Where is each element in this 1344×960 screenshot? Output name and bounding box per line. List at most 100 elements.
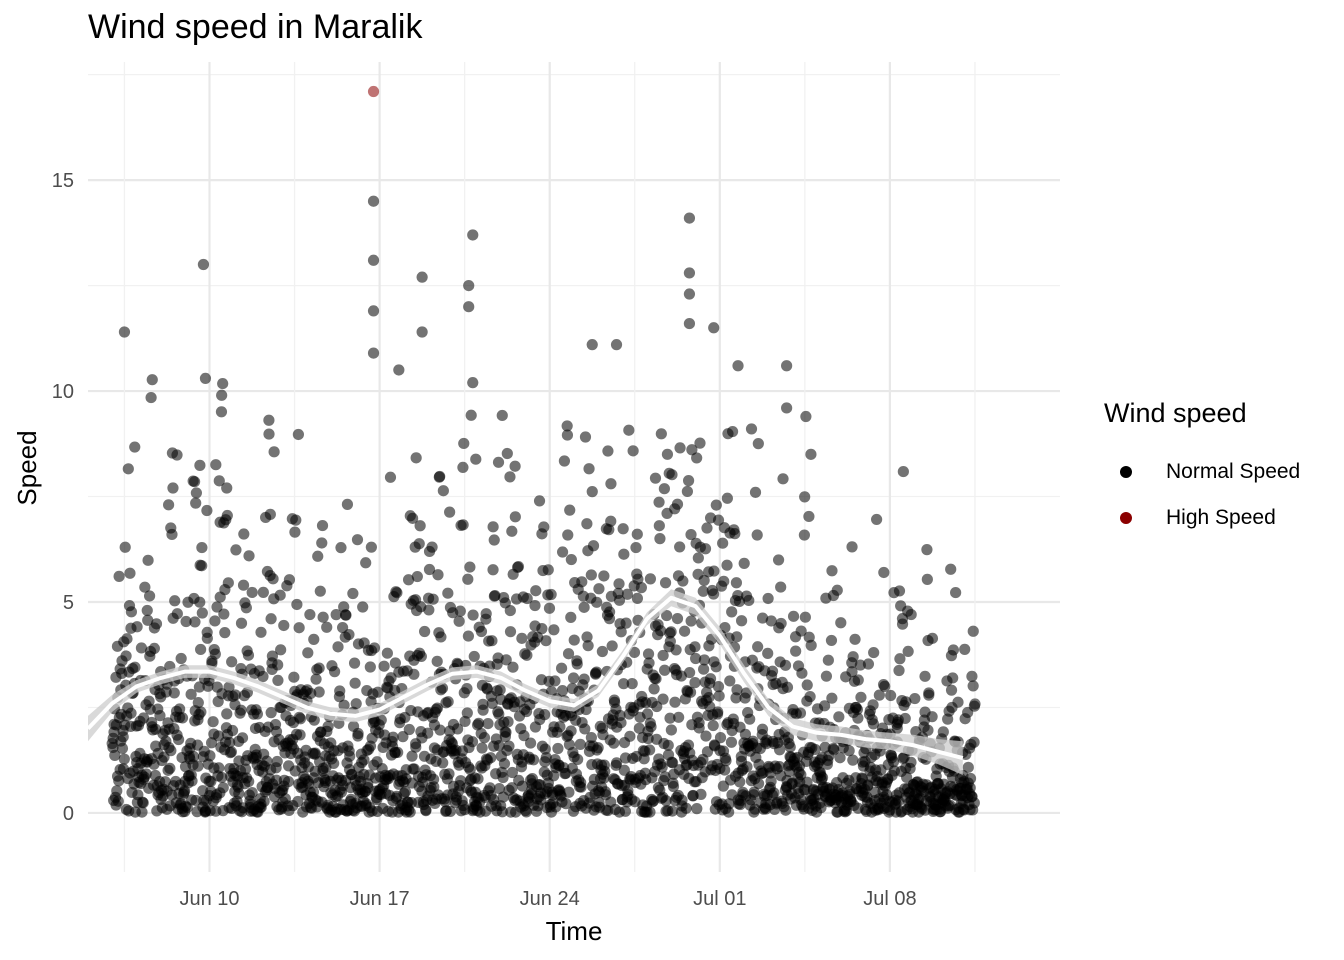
data-point	[189, 616, 201, 628]
trend-line-layer	[86, 589, 964, 775]
data-point	[233, 787, 245, 800]
data-point	[139, 581, 151, 593]
data-point	[964, 782, 976, 794]
data-point	[465, 409, 477, 421]
data-point	[562, 529, 574, 541]
data-point	[576, 576, 588, 588]
data-point	[581, 518, 593, 530]
data-point	[235, 617, 248, 629]
data-point	[642, 732, 654, 745]
data-point	[701, 522, 713, 534]
data-point	[392, 746, 404, 759]
data-point	[631, 528, 643, 540]
data-point	[122, 463, 134, 475]
data-point	[185, 688, 197, 700]
data-point	[905, 608, 917, 621]
data-point	[316, 537, 328, 549]
data-point	[387, 731, 399, 743]
data-point	[444, 506, 456, 518]
data-point	[867, 718, 880, 730]
data-point	[618, 548, 630, 560]
data-point	[169, 595, 181, 607]
data-point	[265, 613, 277, 625]
data-point	[560, 798, 572, 810]
data-point	[683, 212, 696, 224]
data-point	[518, 730, 530, 742]
data-point	[950, 586, 962, 599]
data-point	[444, 805, 456, 818]
data-point	[745, 423, 758, 435]
data-point	[410, 741, 422, 753]
data-point	[416, 326, 428, 338]
x-tick-label: Jun 10	[179, 888, 239, 910]
data-point	[321, 621, 333, 633]
data-point	[698, 574, 710, 587]
data-point	[475, 625, 488, 638]
data-point	[680, 802, 692, 814]
data-point	[146, 374, 158, 386]
data-point	[543, 602, 556, 614]
data-point	[873, 689, 885, 701]
data-point	[529, 599, 541, 612]
data-point	[487, 564, 499, 576]
data-point	[506, 782, 518, 794]
data-point	[682, 475, 695, 487]
data-point	[800, 410, 812, 423]
data-point	[492, 456, 505, 468]
data-point	[352, 727, 364, 740]
data-point	[635, 582, 647, 594]
data-point	[867, 699, 879, 711]
data-point	[905, 756, 917, 768]
data-point	[225, 746, 238, 758]
data-point	[467, 229, 479, 241]
data-point	[968, 797, 980, 809]
legend-key-high-speed	[1120, 512, 1132, 524]
data-point	[230, 544, 242, 556]
data-point	[644, 573, 657, 585]
data-point	[721, 559, 733, 571]
data-point	[408, 668, 420, 680]
data-point	[384, 471, 397, 483]
data-point	[272, 659, 284, 671]
data-point	[768, 787, 780, 799]
data-point	[527, 754, 540, 766]
data-point	[453, 615, 465, 627]
data-point	[472, 773, 484, 785]
data-point	[457, 461, 469, 474]
data-point	[289, 526, 301, 538]
data-point	[664, 712, 676, 724]
data-point	[520, 806, 532, 818]
data-point	[726, 425, 739, 438]
data-point	[443, 768, 455, 780]
data-point	[751, 529, 763, 541]
data-point	[645, 721, 657, 733]
legend-title: Wind speed	[1104, 398, 1247, 428]
data-point	[801, 679, 813, 691]
data-point	[787, 610, 800, 622]
data-point	[752, 641, 764, 653]
data-point	[743, 594, 755, 607]
data-point	[312, 550, 324, 562]
data-point	[292, 428, 304, 441]
data-point	[313, 662, 325, 674]
data-point	[195, 706, 207, 718]
data-point	[685, 528, 697, 541]
data-point	[967, 625, 979, 637]
data-point	[592, 742, 604, 754]
data-point	[740, 687, 752, 699]
data-point	[650, 673, 662, 685]
data-point	[896, 618, 909, 630]
data-point	[851, 703, 864, 716]
data-point	[587, 540, 600, 552]
data-point	[473, 717, 485, 729]
data-point	[799, 611, 811, 623]
data-point	[539, 709, 551, 721]
data-point	[498, 758, 511, 770]
data-point	[503, 740, 515, 752]
data-point	[794, 707, 807, 719]
data-point	[585, 569, 597, 581]
data-point	[659, 771, 671, 783]
data-point	[310, 673, 322, 685]
data-point	[690, 652, 702, 665]
data-point	[435, 631, 447, 643]
